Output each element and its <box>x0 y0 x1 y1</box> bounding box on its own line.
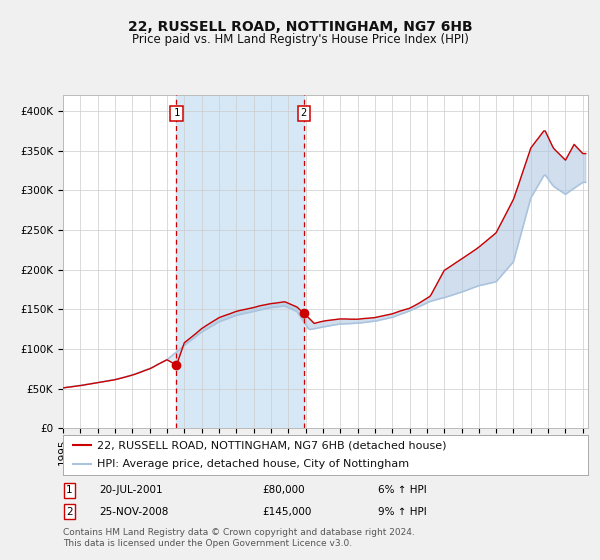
Text: Contains HM Land Registry data © Crown copyright and database right 2024.: Contains HM Land Registry data © Crown c… <box>63 528 415 537</box>
Text: £80,000: £80,000 <box>263 486 305 496</box>
Bar <box>176 95 304 428</box>
Text: 6% ↑ HPI: 6% ↑ HPI <box>378 486 427 496</box>
Text: 1: 1 <box>173 109 179 119</box>
Text: HPI: Average price, detached house, City of Nottingham: HPI: Average price, detached house, City… <box>97 459 409 469</box>
Text: 2: 2 <box>301 109 307 119</box>
Text: £145,000: £145,000 <box>263 506 312 516</box>
Text: 2: 2 <box>66 506 73 516</box>
Text: Price paid vs. HM Land Registry's House Price Index (HPI): Price paid vs. HM Land Registry's House … <box>131 32 469 46</box>
Text: 22, RUSSELL ROAD, NOTTINGHAM, NG7 6HB (detached house): 22, RUSSELL ROAD, NOTTINGHAM, NG7 6HB (d… <box>97 440 446 450</box>
Text: 25-NOV-2008: 25-NOV-2008 <box>100 506 169 516</box>
Text: 1: 1 <box>66 486 73 496</box>
Text: 9% ↑ HPI: 9% ↑ HPI <box>378 506 427 516</box>
Text: 22, RUSSELL ROAD, NOTTINGHAM, NG7 6HB: 22, RUSSELL ROAD, NOTTINGHAM, NG7 6HB <box>128 20 472 34</box>
Text: This data is licensed under the Open Government Licence v3.0.: This data is licensed under the Open Gov… <box>63 539 352 548</box>
Text: 20-JUL-2001: 20-JUL-2001 <box>100 486 163 496</box>
